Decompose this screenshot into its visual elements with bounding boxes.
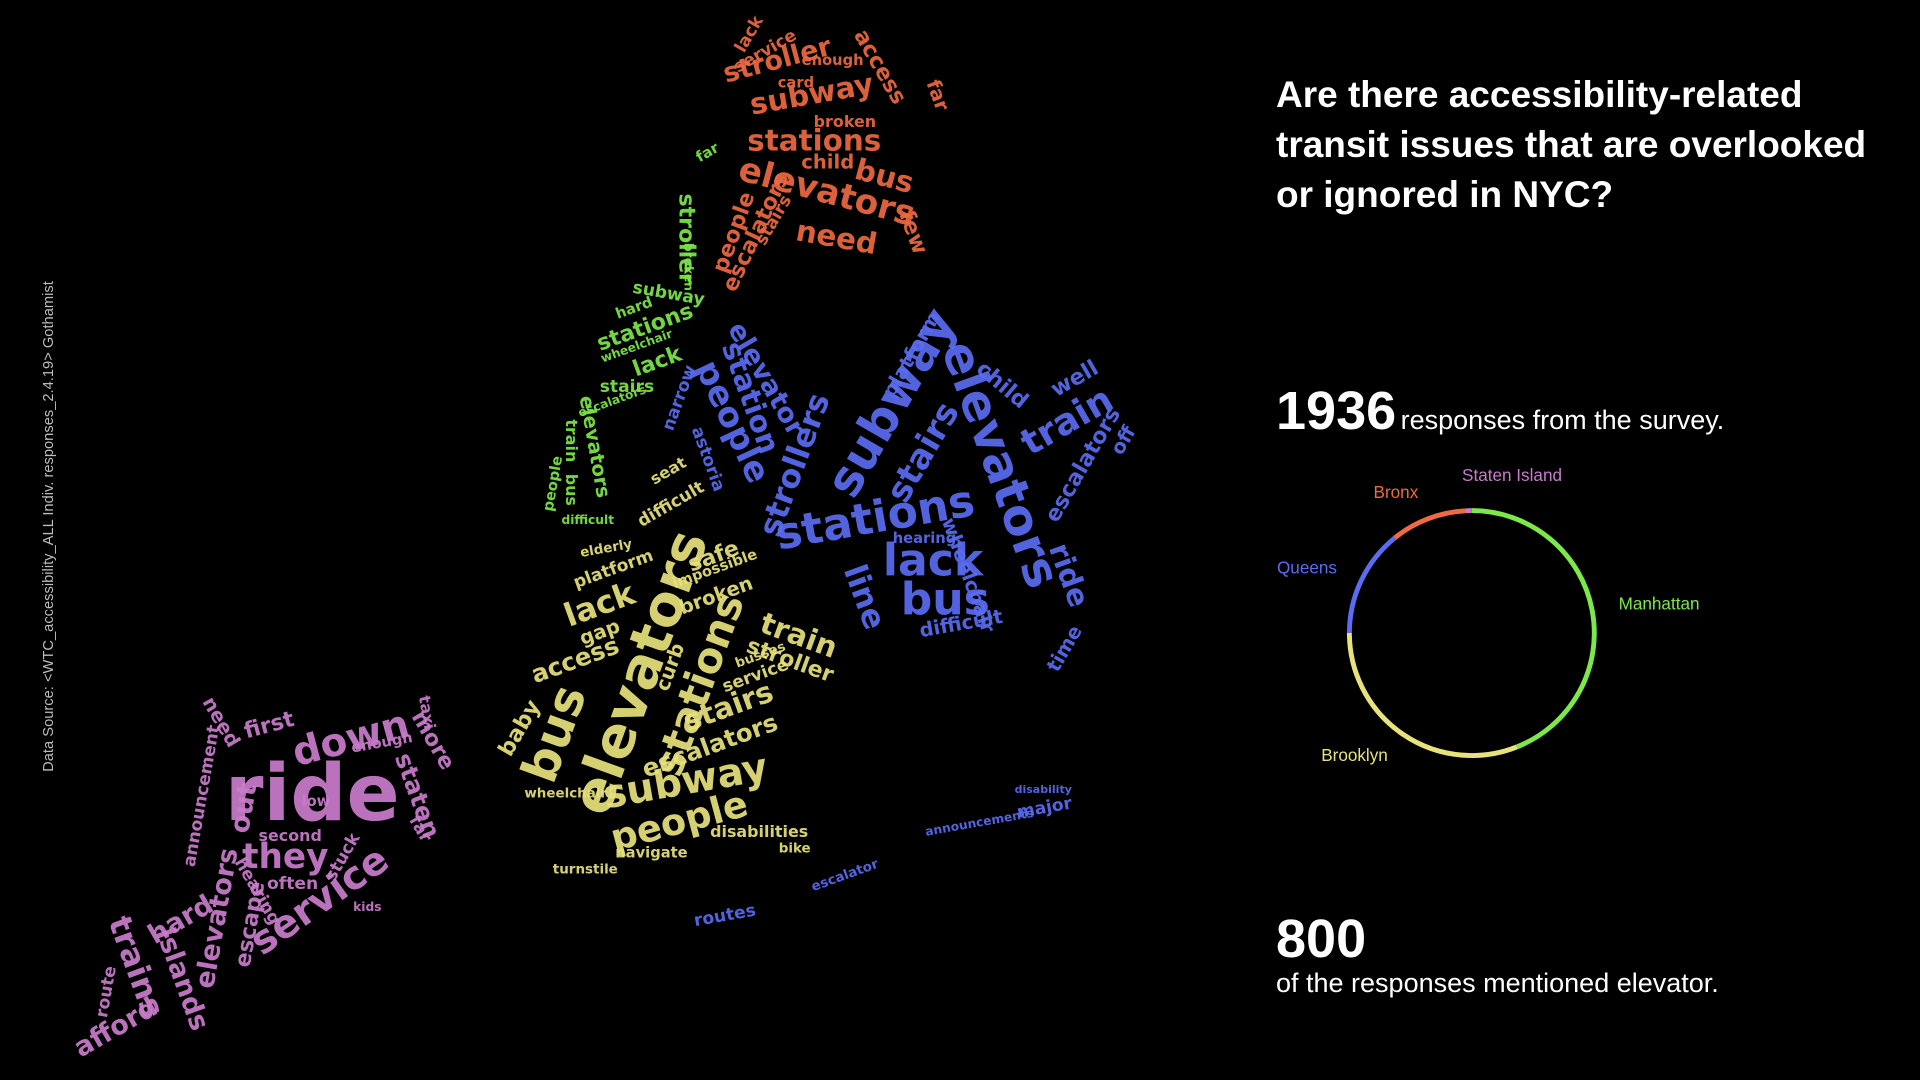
word: second [259,826,322,845]
word: broken [682,243,696,291]
word: far [921,76,953,114]
word: train [562,419,581,462]
donut-chart: Manhattan Brooklyn Queens Bronx Staten Islan… [1277,465,1700,765]
word: seat [647,452,690,488]
word: stations [747,124,881,158]
word: card [778,74,814,91]
word: bus [901,574,990,625]
donut-label: Queens [1277,557,1337,577]
stat-number: 1936 [1276,381,1397,441]
stat-text: of the responses mentioned elevator. [1276,968,1719,998]
word: escalator [810,857,881,895]
word: time [1042,621,1087,676]
word-cloud-map: strollerstationslacksubwaystairselevator… [69,12,1141,1064]
word: far [693,139,723,166]
word: announcements [924,806,1035,839]
donut-segment [1346,633,1518,758]
word: kids [353,900,381,914]
word: bus [562,474,581,506]
word: they [242,837,328,877]
data-source: Data Source: <WTC_accessibility_ALL Indi… [41,281,57,772]
word: difficult [634,477,708,531]
word: lack [883,535,985,586]
word: hearing [893,530,957,547]
donut-label: Brooklyn [1321,745,1388,765]
word: enough [802,52,864,69]
donut-segment [1393,508,1466,540]
word: stroller [674,193,699,284]
stat: 800 of the responses mentioned elevator. [1276,908,1719,999]
donut-label: Manhattan [1619,594,1700,614]
word: stairs [600,377,654,397]
stat-number: 800 [1276,909,1367,969]
word: low [302,793,331,810]
donut-label: Staten Island [1462,465,1562,485]
word: difficult [561,513,614,527]
donut-segment [1471,508,1597,750]
word: narrow [659,362,701,433]
word: disability [1015,783,1072,796]
word: routes [692,901,757,932]
word: few [893,207,932,258]
word: disabilities [710,822,808,841]
word: turnstile [553,862,618,877]
word: broken [814,112,876,131]
word: child [801,150,854,173]
word: often [267,874,318,894]
donut-segment [1346,536,1397,634]
donut-label: Bronx [1374,482,1419,502]
word: navigate [615,844,687,861]
title: Are there accessibility-related transit … [1276,74,1867,215]
word: afford [69,992,163,1064]
word: ride [225,748,400,839]
word: bike [779,842,811,857]
stat-text: responses from the survey. [1400,405,1725,435]
word: wheelchair [524,786,607,801]
stat: 1936 responses from the survey. [1276,380,1724,442]
